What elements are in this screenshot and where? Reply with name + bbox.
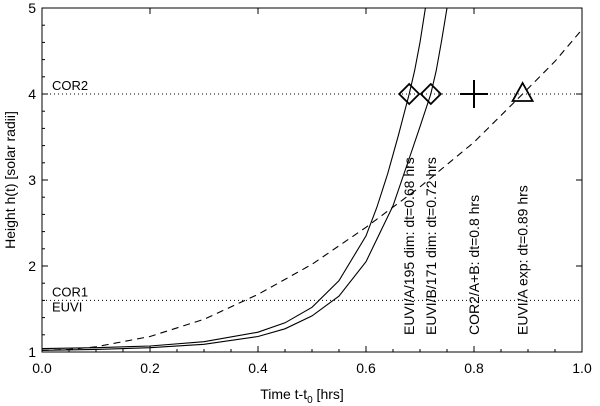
marker-triangle: [511, 81, 535, 102]
y-tick-label: 3: [28, 172, 36, 188]
y-tick-label: 2: [28, 258, 36, 274]
x-tick-label: 0.4: [248, 360, 268, 376]
reference-label-cor1: COR1: [52, 284, 88, 299]
y-tick-label: 4: [28, 86, 36, 102]
y-tick-label: 1: [28, 344, 36, 360]
x-axis-label-main: Time t-t: [260, 386, 307, 402]
marker-plus: [460, 80, 488, 108]
x-tick-label: 1.0: [572, 360, 592, 376]
reference-label-euvi: EUVI: [52, 299, 82, 314]
series-line-2: [42, 8, 448, 351]
annotations: EUVI/A/195 dim: dt=0.68 hrs EUVI/B/171 di…: [401, 157, 530, 335]
annotation-4: EUVI/A exp: dt=0.89 hrs: [515, 185, 531, 335]
axis-ticks: 0.0 0.2 0.4 0.6 0.8 1.0 1 2 3 4 5: [28, 0, 592, 376]
series-lines: [42, 8, 582, 351]
x-tick-label: 0.0: [32, 360, 52, 376]
x-tick-label: 0.8: [464, 360, 484, 376]
x-axis-label-subscript: 0: [307, 395, 313, 406]
marker-diamond-1: [397, 82, 421, 106]
markers: [397, 80, 535, 108]
x-axis-label: Time t-t0 [hrs]: [260, 386, 344, 406]
y-tick-label: 5: [28, 0, 36, 16]
marker-diamond-2: [419, 82, 443, 106]
annotation-2: EUVI/B/171 dim: dt=0.72 hrs: [423, 157, 439, 335]
x-tick-label: 0.2: [140, 360, 160, 376]
x-axis-label-units: [hrs]: [313, 386, 344, 402]
x-tick-label: 0.6: [356, 360, 376, 376]
annotation-1: EUVI/A/195 dim: dt=0.68 hrs: [401, 157, 417, 335]
annotation-3: COR2/A+B: dt=0.8 hrs: [466, 195, 482, 335]
series-line-1: [42, 8, 426, 350]
reference-label-cor2: COR2: [52, 78, 88, 93]
series-line-3: [42, 29, 582, 351]
y-axis-label: Height h(t) [solar radii]: [2, 111, 18, 249]
